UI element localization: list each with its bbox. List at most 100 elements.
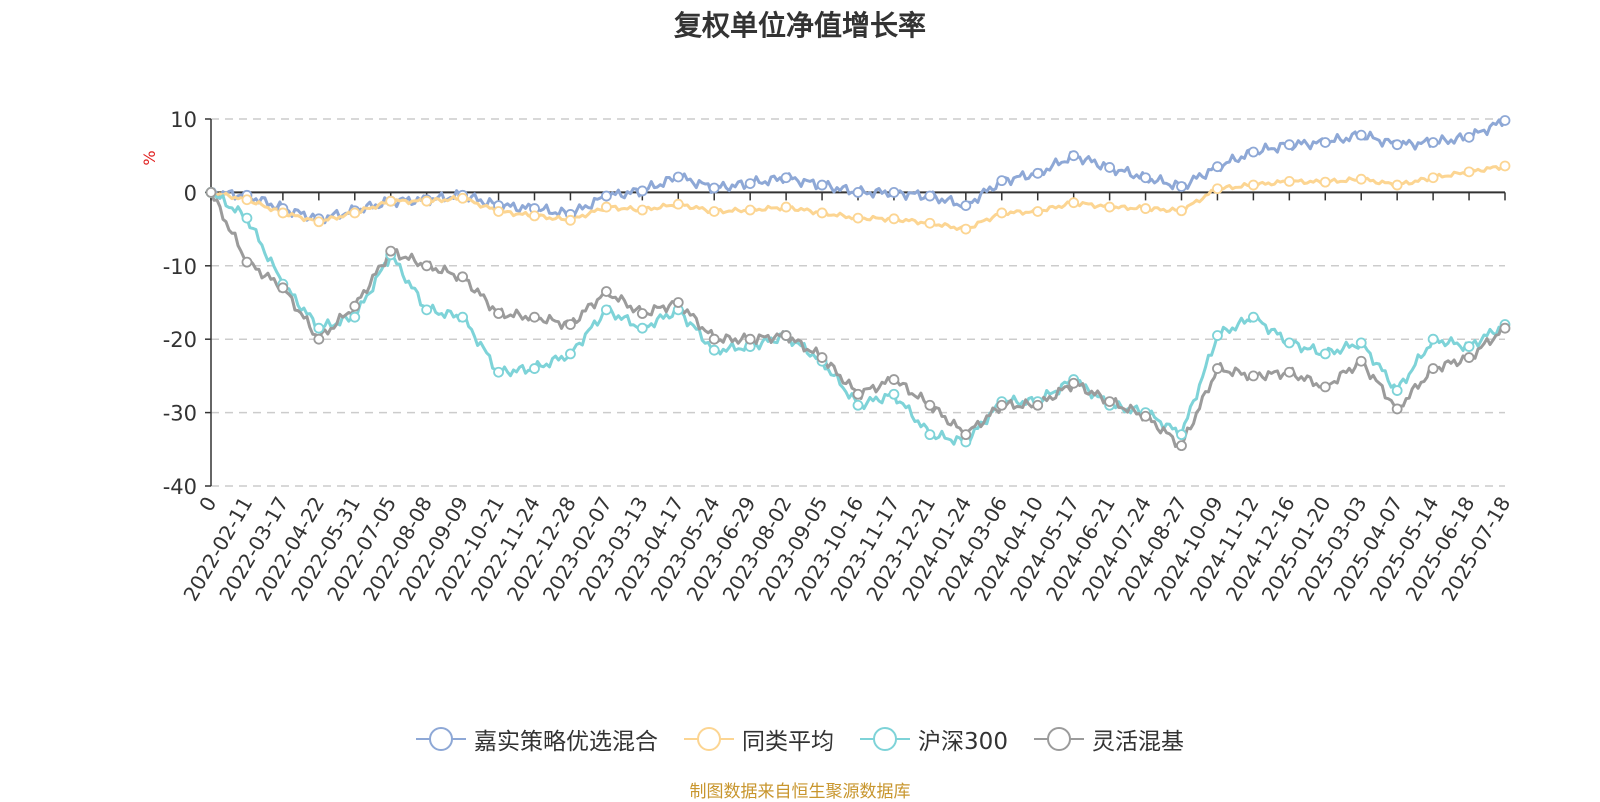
- data-point: [1319, 348, 1331, 360]
- data-point: [636, 308, 648, 319]
- legend-item-jiashi[interactable]: 嘉实策略优选混合: [416, 722, 658, 756]
- data-point: [960, 429, 972, 441]
- data-point: [816, 207, 828, 219]
- legend-item-flexible-mixed[interactable]: 灵活混基: [1033, 722, 1184, 756]
- data-point: [1463, 352, 1475, 363]
- data-point: [1319, 176, 1331, 188]
- data-point: [1032, 167, 1044, 179]
- legend-item-peer-average[interactable]: 同类平均: [684, 722, 834, 756]
- axes: [205, 118, 1506, 487]
- data-point: [493, 206, 504, 217]
- data-point: [1176, 440, 1187, 452]
- data-point: [816, 352, 828, 363]
- data-point: [924, 217, 936, 229]
- data-point: [888, 374, 900, 385]
- data-point: [996, 175, 1008, 187]
- data-point: [960, 200, 972, 212]
- data-point: [1355, 355, 1367, 367]
- series-line: [209, 118, 1507, 225]
- y-tick-label: -30: [163, 402, 197, 426]
- data-point: [924, 399, 936, 411]
- data-point: [708, 206, 720, 217]
- data-point: [205, 186, 217, 198]
- data-point: [708, 182, 720, 194]
- data-point: [852, 399, 864, 411]
- data-point: [1247, 370, 1259, 382]
- data-point: [744, 178, 756, 189]
- data-point: [960, 223, 972, 235]
- legend-line-circle-icon: [860, 726, 911, 752]
- data-point: [421, 195, 433, 207]
- chart-title: 复权单位净值增长率: [673, 9, 926, 42]
- data-point: [1283, 337, 1295, 349]
- data-point: [385, 245, 397, 257]
- data-source-note: 制图数据来自恒生聚源数据库: [689, 782, 911, 802]
- data-point: [565, 319, 576, 330]
- data-point: [888, 213, 900, 225]
- legend: 嘉实策略优选混合 同类平均 沪深300 灵活混基: [0, 722, 1600, 756]
- legend-line-circle-icon: [416, 726, 467, 752]
- data-point: [385, 195, 397, 207]
- data-point: [780, 172, 792, 184]
- data-point: [349, 300, 361, 312]
- data-point: [600, 304, 612, 316]
- legend-item-csi300[interactable]: 沪深300: [860, 722, 1008, 756]
- data-point: [888, 388, 900, 400]
- data-point: [1499, 115, 1511, 126]
- data-point: [1391, 385, 1403, 396]
- data-point: [672, 297, 684, 308]
- data-point: [672, 198, 684, 210]
- data-point: [888, 186, 900, 198]
- data-point: [1247, 179, 1259, 191]
- data-point: [636, 322, 648, 334]
- data-point: [241, 212, 253, 224]
- data-point: [1391, 403, 1403, 415]
- legend-label: 沪深300: [918, 729, 1008, 755]
- data-point: [1140, 410, 1151, 422]
- legend-line-circle-icon: [1033, 726, 1084, 752]
- data-point: [421, 260, 433, 272]
- data-point: [457, 311, 469, 323]
- data-point: [816, 179, 828, 191]
- legend-line-circle-icon: [684, 726, 735, 752]
- data-point: [241, 194, 253, 206]
- data-point: [1212, 161, 1223, 173]
- data-point: [780, 201, 792, 213]
- data-point: [457, 271, 469, 283]
- data-point: [493, 308, 504, 319]
- legend-label: 灵活混基: [1091, 729, 1184, 755]
- data-point: [313, 333, 325, 345]
- data-point: [277, 207, 289, 219]
- data-point: [780, 330, 792, 341]
- data-point: [708, 333, 720, 345]
- data-point: [277, 282, 289, 294]
- data-point: [600, 286, 612, 297]
- data-point: [421, 304, 433, 316]
- y-tick-label: -40: [163, 475, 197, 499]
- data-point: [1140, 172, 1151, 184]
- data-point: [1212, 363, 1223, 374]
- data-point: [1355, 129, 1367, 141]
- data-point: [1247, 311, 1259, 323]
- data-point: [1319, 137, 1331, 148]
- data-point: [1032, 206, 1044, 217]
- data-point: [636, 185, 648, 197]
- tick-labels: 100-10-20-30-40%02022-02-112022-03-17202…: [140, 108, 1515, 605]
- legend-label: 同类平均: [742, 729, 835, 755]
- data-point: [1104, 162, 1116, 173]
- data-point: [313, 216, 325, 228]
- data-point: [996, 399, 1008, 411]
- data-point: [852, 388, 864, 400]
- data-point: [1283, 175, 1295, 187]
- data-point: [924, 190, 936, 202]
- data-point: [1176, 429, 1187, 441]
- data-point: [1427, 137, 1439, 148]
- data-point: [744, 333, 756, 345]
- data-point: [1068, 377, 1080, 389]
- data-point: [1104, 396, 1116, 407]
- data-point: [1068, 150, 1080, 162]
- data-point: [493, 366, 504, 378]
- data-point: [672, 171, 684, 183]
- data-point: [313, 322, 325, 334]
